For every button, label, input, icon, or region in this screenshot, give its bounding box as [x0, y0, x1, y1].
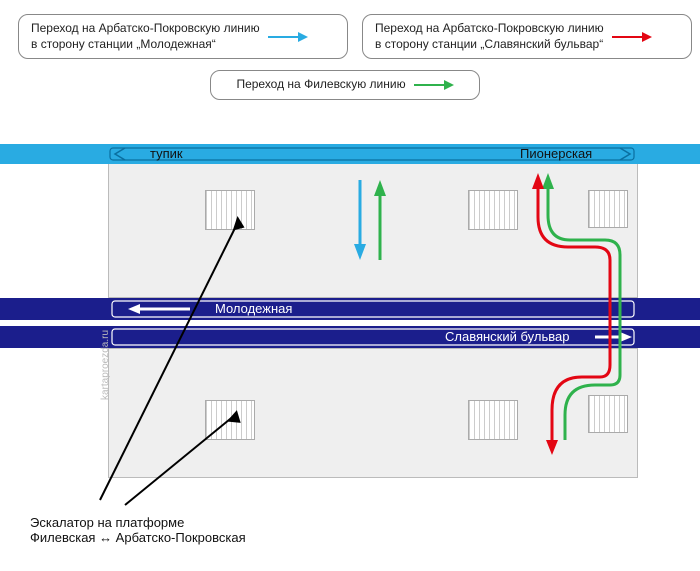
metro-diagram: Переход на Арбатско-Покровскую линию в с…	[0, 0, 700, 571]
escalator-legend-line2: Филевская ↔ Арбатско-Покровская	[30, 530, 246, 545]
legend-box-molodezhnaya: Переход на Арбатско-Покровскую линию в с…	[18, 14, 348, 59]
escalator-legend: Эскалатор на платформе Филевская ↔ Арбат…	[30, 515, 246, 545]
arrow-icon	[612, 30, 652, 44]
stairs-upper-right	[468, 190, 518, 230]
center-arrows	[348, 172, 398, 272]
escalator-legend-line1: Эскалатор на платформе	[30, 515, 246, 530]
filevskaya-track	[0, 140, 700, 168]
filevskaya-left-label: тупик	[150, 146, 183, 161]
stairs-lower-right	[468, 400, 518, 440]
legend-box-filevskaya: Переход на Филевскую линию	[210, 70, 480, 100]
arbatsko-top-label: Молодежная	[215, 301, 292, 316]
transfer-arrows	[520, 165, 650, 475]
arbatsko-bottom-label: Славянский бульвар	[445, 329, 569, 344]
filevskaya-right-label: Пионерская	[520, 146, 592, 161]
legend-text-2: Переход на Арбатско-Покровскую линию в с…	[375, 21, 604, 52]
arrow-icon	[414, 78, 454, 92]
legend-text-3: Переход на Филевскую линию	[236, 77, 405, 93]
arrow-icon	[268, 30, 308, 44]
legend-box-slavyansky: Переход на Арбатско-Покровскую линию в с…	[362, 14, 692, 59]
watermark: kartaproezda.ru	[100, 330, 111, 400]
legend-text-1: Переход на Арбатско-Покровскую линию в с…	[31, 21, 260, 52]
